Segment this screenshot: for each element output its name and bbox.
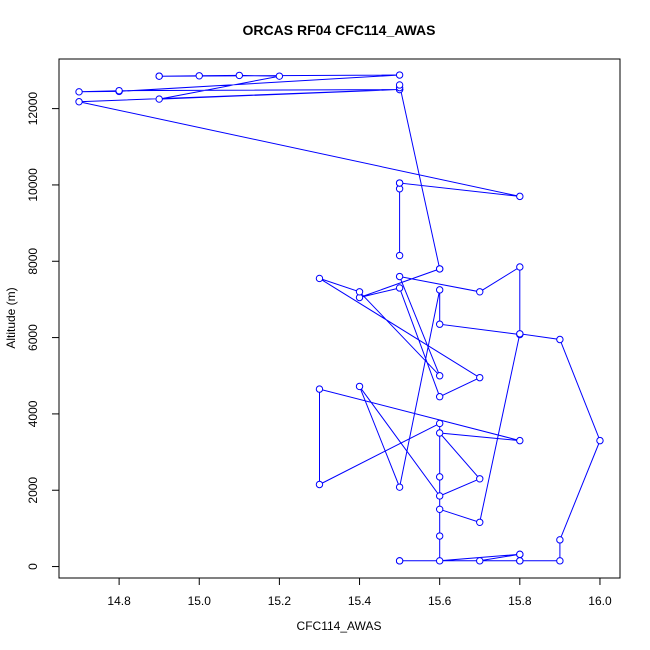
data-point <box>476 475 484 483</box>
x-axis-label: CFC114_AWAS <box>297 619 382 633</box>
data-point <box>516 192 524 201</box>
y-tick-label: 12000 <box>26 92 40 126</box>
data-point <box>275 72 284 80</box>
data-point <box>395 251 404 260</box>
data-point <box>395 272 404 281</box>
data-point <box>435 372 444 380</box>
data-point <box>516 557 524 565</box>
x-tick-label: 15.6 <box>428 594 452 608</box>
series-line-group <box>78 74 601 562</box>
x-tick-label: 16.0 <box>588 594 612 608</box>
data-point <box>395 81 404 89</box>
data-point <box>315 274 324 283</box>
y-tick-label: 4000 <box>26 400 40 427</box>
y-tick-label: 10000 <box>26 168 40 202</box>
data-point <box>355 288 364 296</box>
x-tick-label: 14.8 <box>107 594 131 608</box>
data-point <box>435 286 444 294</box>
data-point <box>476 288 484 296</box>
x-tick-label: 15.2 <box>268 594 292 608</box>
data-point <box>435 505 444 514</box>
data-point <box>516 330 524 338</box>
data-point <box>435 419 444 428</box>
data-point <box>476 518 484 526</box>
data-point <box>476 557 484 565</box>
x-tick-label: 15.4 <box>348 594 372 608</box>
y-tick-label: 2000 <box>26 477 40 504</box>
data-point <box>235 71 244 80</box>
data-point <box>435 492 444 500</box>
y-tick-label: 0 <box>26 563 40 570</box>
data-point <box>315 385 324 393</box>
data-point <box>315 480 324 489</box>
data-point <box>155 95 163 103</box>
data-point <box>395 71 404 79</box>
data-point <box>476 373 484 382</box>
series-points-group <box>75 71 604 565</box>
data-point <box>516 263 524 271</box>
data-point <box>435 265 444 273</box>
x-tick-label: 15.0 <box>188 594 212 608</box>
y-tick-label: 8000 <box>26 248 40 275</box>
data-point <box>195 72 203 80</box>
data-point <box>435 532 444 540</box>
data-point <box>435 473 444 481</box>
y-tick-label: 6000 <box>26 324 40 351</box>
data-point <box>395 284 404 292</box>
data-point <box>556 557 564 565</box>
y-axis: 0 2000 4000 6000 8000 10000 12000 <box>26 92 59 570</box>
data-point <box>75 98 83 106</box>
data-point <box>395 557 404 565</box>
x-axis: 14.8 15.0 15.2 15.4 15.6 15.8 16.0 <box>107 578 612 608</box>
data-point <box>556 536 564 544</box>
data-point <box>435 557 444 565</box>
series-line <box>78 74 601 562</box>
x-tick-label: 15.8 <box>508 594 532 608</box>
data-point <box>556 335 564 344</box>
data-point <box>516 436 524 445</box>
y-axis-label: Altitude (m) <box>4 287 18 348</box>
data-point <box>155 72 163 80</box>
data-point <box>435 393 444 401</box>
data-point <box>435 320 444 328</box>
data-point <box>355 382 364 391</box>
chart-title: ORCAS RF04 CFC114_AWAS <box>243 22 436 38</box>
data-point <box>395 179 404 187</box>
data-point <box>115 86 123 95</box>
data-point <box>435 429 444 437</box>
data-point <box>395 483 404 491</box>
data-point <box>596 436 604 445</box>
data-point <box>75 88 83 96</box>
plot-frame <box>58 58 621 579</box>
data-point <box>516 550 524 559</box>
